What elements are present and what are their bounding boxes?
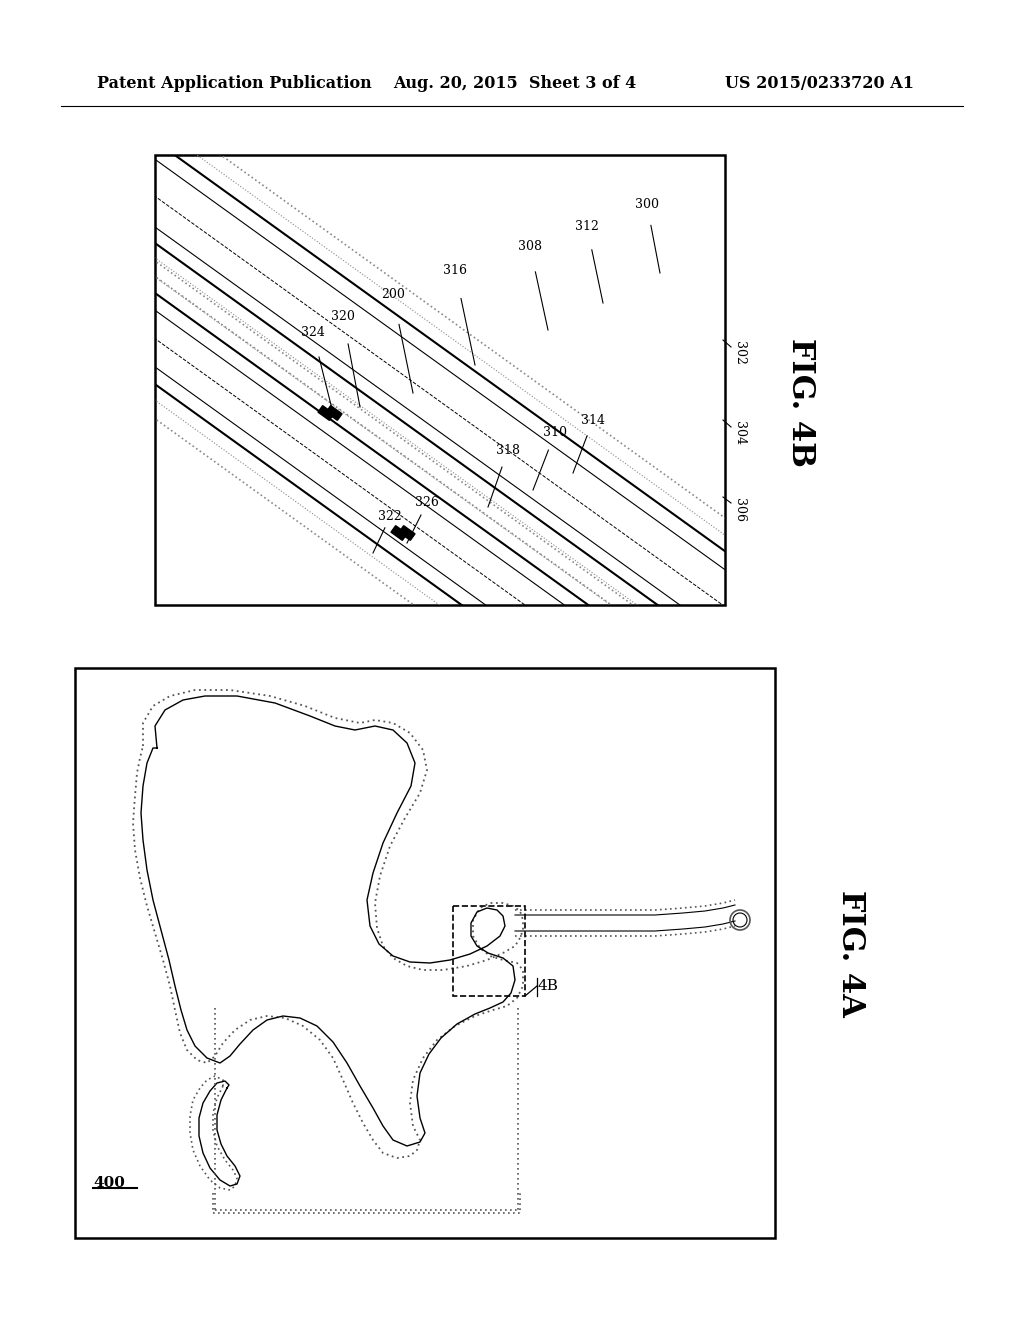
Text: US 2015/0233720 A1: US 2015/0233720 A1 xyxy=(725,74,914,91)
Text: 316: 316 xyxy=(443,264,467,276)
Polygon shape xyxy=(391,525,407,540)
Polygon shape xyxy=(318,405,334,420)
Text: 306: 306 xyxy=(733,498,746,521)
Bar xyxy=(453,906,525,997)
Text: 304: 304 xyxy=(733,421,746,445)
Text: 308: 308 xyxy=(518,240,542,253)
Polygon shape xyxy=(399,525,415,540)
Text: 314: 314 xyxy=(581,413,605,426)
Bar xyxy=(75,668,775,1238)
Text: 318: 318 xyxy=(496,444,520,457)
Text: 4B: 4B xyxy=(537,979,558,993)
Text: Aug. 20, 2015  Sheet 3 of 4: Aug. 20, 2015 Sheet 3 of 4 xyxy=(393,74,636,91)
Text: 324: 324 xyxy=(301,326,325,339)
Polygon shape xyxy=(326,405,342,420)
Text: 200: 200 xyxy=(381,289,404,301)
Text: 400: 400 xyxy=(93,1176,125,1191)
Text: 320: 320 xyxy=(331,310,355,323)
Bar xyxy=(155,154,725,605)
Text: FIG. 4B: FIG. 4B xyxy=(784,338,815,467)
Text: 326: 326 xyxy=(415,496,439,510)
Text: 312: 312 xyxy=(575,220,599,234)
Text: Patent Application Publication: Patent Application Publication xyxy=(97,74,372,91)
Text: FIG. 4A: FIG. 4A xyxy=(835,890,865,1016)
Text: 310: 310 xyxy=(543,426,567,440)
Text: 302: 302 xyxy=(733,341,746,364)
Text: 300: 300 xyxy=(635,198,659,211)
Text: 322: 322 xyxy=(378,511,401,524)
